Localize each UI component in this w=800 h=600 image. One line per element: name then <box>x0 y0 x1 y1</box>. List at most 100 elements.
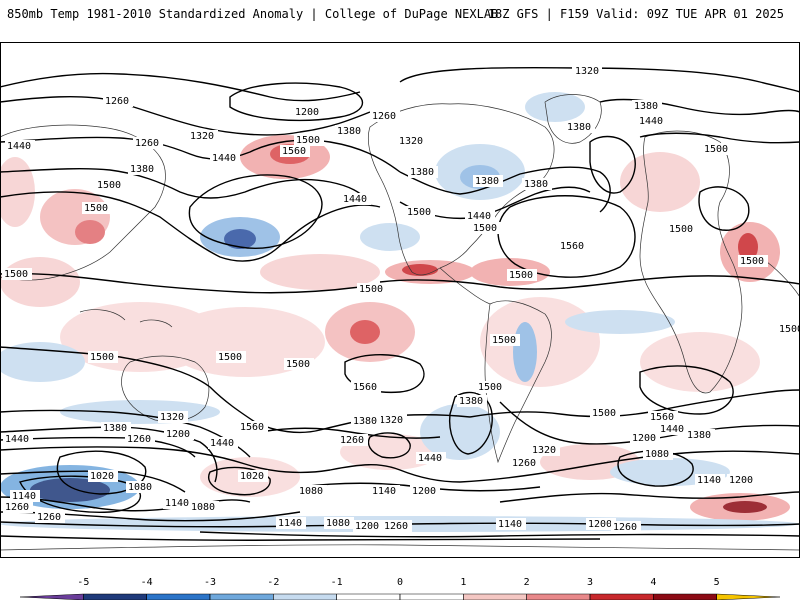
contour-label: 1560 <box>650 412 674 423</box>
contour-line <box>0 168 371 203</box>
cold-anomaly <box>513 322 537 382</box>
contour-line <box>0 191 381 262</box>
contour-label: 1260 <box>613 522 637 533</box>
colorbar-tick-label: -4 <box>141 577 153 588</box>
colorbar-segment <box>146 593 211 600</box>
contour-label: 1560 <box>560 241 584 252</box>
contour-label: 1500 <box>407 207 431 218</box>
colorbar-tick-label: -1 <box>331 577 343 588</box>
contour-label: 1080 <box>645 449 669 460</box>
colorbar-segment <box>336 593 401 600</box>
colorbar-tick-label: 1 <box>460 577 466 588</box>
contour-label: 1200 <box>632 433 656 444</box>
warm-anomaly <box>738 233 758 261</box>
contour-label: 1380 <box>475 176 499 187</box>
anomaly-shading <box>0 92 800 532</box>
contour-label: 1560 <box>353 382 377 393</box>
contour-label: 1380 <box>459 396 483 407</box>
contour-line <box>0 436 196 458</box>
contour-label: 1020 <box>90 471 114 482</box>
cold-anomaly <box>30 478 110 502</box>
contour-line <box>0 535 601 541</box>
contour-label: 1200 <box>412 486 436 497</box>
colorbar-tick-label: 2 <box>524 577 530 588</box>
contour-label: 1500 <box>592 408 616 419</box>
contour-line <box>0 72 361 102</box>
contour-label: 1080 <box>191 502 215 513</box>
contour-line <box>459 450 800 483</box>
contour-label: 1020 <box>240 471 264 482</box>
contour-label: 1500 <box>4 269 28 280</box>
map-title: 850mb Temp 1981-2010 Standardized Anomal… <box>7 7 499 21</box>
colorbar-tick-label: 3 <box>587 577 593 588</box>
contour-label: 1380 <box>634 101 658 112</box>
warm-anomaly <box>75 220 105 244</box>
contour-label: 1500 <box>478 382 502 393</box>
contour-line <box>0 95 371 136</box>
warm-anomaly <box>350 320 380 344</box>
south-america-coast <box>484 300 552 464</box>
contour-label: 1380 <box>103 423 127 434</box>
contour-label: 1380 <box>353 416 377 427</box>
contour-line <box>698 186 750 231</box>
contour-line <box>399 66 800 93</box>
contour-label: 1260 <box>372 111 396 122</box>
cold-anomaly <box>224 229 256 249</box>
contour-label: 1380 <box>337 126 361 137</box>
contour-label: 1140 <box>498 519 522 530</box>
contour-label: 1500 <box>509 270 533 281</box>
colorbar-tick-label: -2 <box>267 577 279 588</box>
contour-label: 1500 <box>704 144 728 155</box>
cold-anomaly <box>565 310 675 334</box>
contour-label: 1140 <box>278 518 302 529</box>
colorbar-tick-label: 4 <box>650 577 656 588</box>
contour-label: 1560 <box>282 146 306 157</box>
maritime-continent-coast <box>79 309 173 328</box>
contour-label: 1500 <box>473 223 497 234</box>
contour-line <box>0 521 800 528</box>
contour-label: 1380 <box>130 164 154 175</box>
contour-label: 1440 <box>5 434 29 445</box>
contour-label: 1080 <box>326 518 350 529</box>
colorbar-segment <box>526 593 591 600</box>
warm-anomaly <box>640 332 760 392</box>
contour-label: 1200 <box>355 521 379 532</box>
contour-label: 1200 <box>588 519 612 530</box>
colorbar-ticks: -5 -4 -3 -2 -1 0 1 2 3 4 5 <box>77 577 720 600</box>
contour-label: 1440 <box>660 424 684 435</box>
contour-label: 1320 <box>399 136 423 147</box>
europe-africa-coast <box>639 130 743 394</box>
contour-line <box>379 275 800 290</box>
contour-label: 1140 <box>372 486 396 497</box>
contour-line <box>259 427 441 439</box>
contour-label: 1500 <box>740 256 764 267</box>
warm-anomaly <box>402 264 438 276</box>
contour-label: 1200 <box>166 429 190 440</box>
contour-line <box>497 195 636 278</box>
contour-line <box>599 98 800 116</box>
contour-label: 1260 <box>5 502 29 513</box>
warm-anomaly <box>723 501 767 513</box>
contour-label: 1500 <box>492 335 516 346</box>
contour-label: 1140 <box>165 498 189 509</box>
contour-label: 1320 <box>575 66 599 77</box>
north-america-coast <box>367 103 555 276</box>
contour-label: 1500 <box>84 203 108 214</box>
contour-label: 1320 <box>160 412 184 423</box>
header: 850mb Temp 1981-2010 Standardized Anomal… <box>0 0 800 30</box>
contour-label: 1140 <box>697 475 721 486</box>
cold-anomaly <box>60 400 220 424</box>
colorbar-tick-label: -3 <box>204 577 216 588</box>
contour-line <box>208 466 271 496</box>
colorbar-tick-label: 5 <box>714 577 720 588</box>
colorbar-tick-label: -5 <box>77 577 89 588</box>
colorbar-segment <box>463 593 527 600</box>
contour-label: 1440 <box>343 194 367 205</box>
cold-anomaly <box>525 92 585 122</box>
colorbar: -5 -4 -3 -2 -1 0 1 2 3 4 5 <box>19 577 781 600</box>
contour-label: 1260 <box>512 458 536 469</box>
contour-line <box>639 132 800 144</box>
contour-label: 1200 <box>295 107 319 118</box>
anomaly-map: 1320 1260 1200 1260 1380 1320 1260 1440 … <box>0 42 800 558</box>
contour-label-layer: 1320 1260 1200 1260 1380 1320 1260 1440 … <box>2 64 800 533</box>
